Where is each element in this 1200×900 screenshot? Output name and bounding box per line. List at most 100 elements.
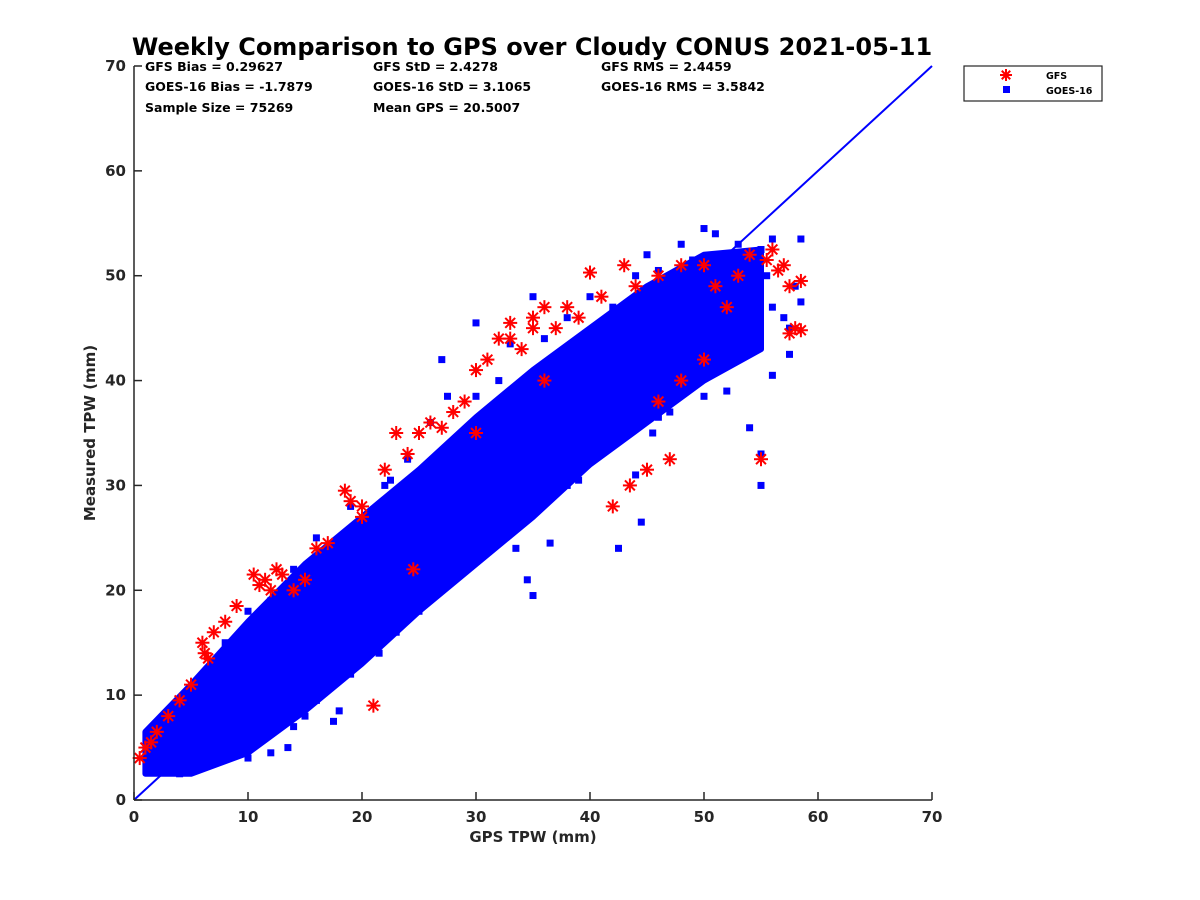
gfs-point	[218, 614, 233, 629]
x-tick-label: 30	[466, 808, 487, 826]
gfs-point	[206, 625, 221, 640]
goes16-point	[461, 555, 469, 563]
goes16-point	[176, 770, 184, 778]
goes16-point	[786, 350, 793, 358]
legend-goes16-marker	[1003, 86, 1010, 93]
gfs-point	[503, 331, 518, 346]
legend-goes16-label: GOES-16	[1046, 86, 1093, 97]
gfs-point	[514, 342, 529, 357]
goes16-point	[512, 544, 520, 552]
goes16-point	[757, 481, 765, 489]
chart-title: Weekly Comparison to GPS over Cloudy CON…	[132, 33, 932, 61]
gfs-point	[776, 258, 791, 273]
goes16-point	[472, 392, 480, 400]
goes16-point	[586, 293, 594, 301]
gfs-point	[446, 405, 461, 420]
goes16-point	[483, 502, 491, 510]
goes16-point	[540, 335, 548, 343]
goes16-point	[449, 539, 457, 547]
goes16-point	[780, 314, 788, 322]
goes16-point	[369, 639, 377, 647]
gfs-point	[246, 567, 261, 582]
gfs-point	[662, 452, 677, 467]
gfs-point	[400, 446, 415, 461]
goes16-point	[472, 319, 480, 327]
goes16-point	[768, 371, 776, 379]
stat-sample-size: Sample Size = 75269	[145, 100, 293, 115]
stat-gfs-std: GFS StD = 2.4278	[373, 59, 498, 74]
gfs-point	[172, 693, 187, 708]
goes16-point	[643, 251, 651, 259]
x-tick-label: 20	[352, 808, 373, 826]
goes16-point	[546, 539, 554, 547]
goes16-point	[404, 586, 412, 594]
gfs-point	[731, 268, 746, 283]
gfs-point	[343, 494, 358, 509]
gfs-point	[548, 321, 563, 336]
goes16-point	[335, 707, 343, 715]
x-tick-label: 50	[694, 808, 715, 826]
gfs-point	[389, 426, 404, 440]
y-tick-label: 70	[105, 57, 126, 75]
goes16-point	[347, 670, 355, 678]
y-tick-label: 50	[105, 267, 126, 285]
gfs-point	[793, 273, 808, 288]
gfs-point	[480, 352, 495, 367]
goes16-point	[198, 675, 206, 683]
goes16-point	[700, 225, 708, 233]
goes16-point	[358, 613, 366, 620]
goes16-point	[797, 235, 805, 243]
gfs-point	[640, 462, 654, 477]
goes16-point	[689, 256, 697, 264]
gfs-point	[275, 567, 290, 582]
goes16-point	[552, 487, 560, 495]
gfs-point	[355, 509, 369, 524]
goes16-point	[529, 592, 537, 600]
gfs-point	[560, 300, 575, 315]
gfs-point	[765, 242, 780, 257]
goes16-point	[723, 387, 731, 395]
goes16-point	[746, 424, 754, 432]
gfs-point	[229, 599, 244, 614]
gfs-point	[754, 452, 768, 467]
stat-goes-std: GOES-16 StD = 3.1065	[373, 79, 531, 94]
gfs-point	[309, 541, 324, 556]
gfs-point	[674, 258, 689, 273]
goes16-point	[632, 471, 640, 479]
goes16-point	[734, 350, 742, 358]
goes16-point	[723, 272, 731, 280]
legend-gfs-label: GFS	[1046, 71, 1067, 82]
goes16-point	[187, 765, 195, 773]
x-axis-label: GPS TPW (mm)	[469, 828, 596, 846]
gfs-point	[793, 323, 808, 338]
goes16-point	[381, 481, 389, 489]
gfs-point	[628, 279, 643, 294]
gfs-point	[651, 394, 666, 409]
goes16-point	[797, 298, 805, 306]
goes16-point	[255, 628, 263, 636]
gfs-point	[503, 315, 518, 330]
legend-gfs-marker	[1000, 69, 1012, 81]
gfs-asterisk-icon	[1000, 69, 1012, 81]
y-axis-label: Measured TPW (mm)	[81, 345, 99, 521]
goes16-point	[392, 628, 400, 636]
goes16-point	[597, 445, 605, 453]
goes16-point	[244, 754, 252, 762]
goes16-point	[649, 429, 657, 437]
goes16-point	[768, 303, 776, 311]
gfs-point	[161, 709, 176, 724]
goes16-point	[529, 293, 537, 301]
goes16-point	[495, 377, 503, 385]
stat-goes-rms: GOES-16 RMS = 3.5842	[601, 79, 765, 94]
goes16-point	[210, 754, 218, 762]
goes16-point	[421, 592, 429, 600]
goes16-point	[444, 392, 451, 400]
goes16-point	[763, 272, 771, 280]
goes16-point	[375, 649, 383, 657]
y-tick-label: 20	[105, 581, 126, 599]
gfs-point	[195, 635, 210, 650]
goes16-point	[518, 481, 526, 489]
gfs-point	[617, 258, 632, 273]
